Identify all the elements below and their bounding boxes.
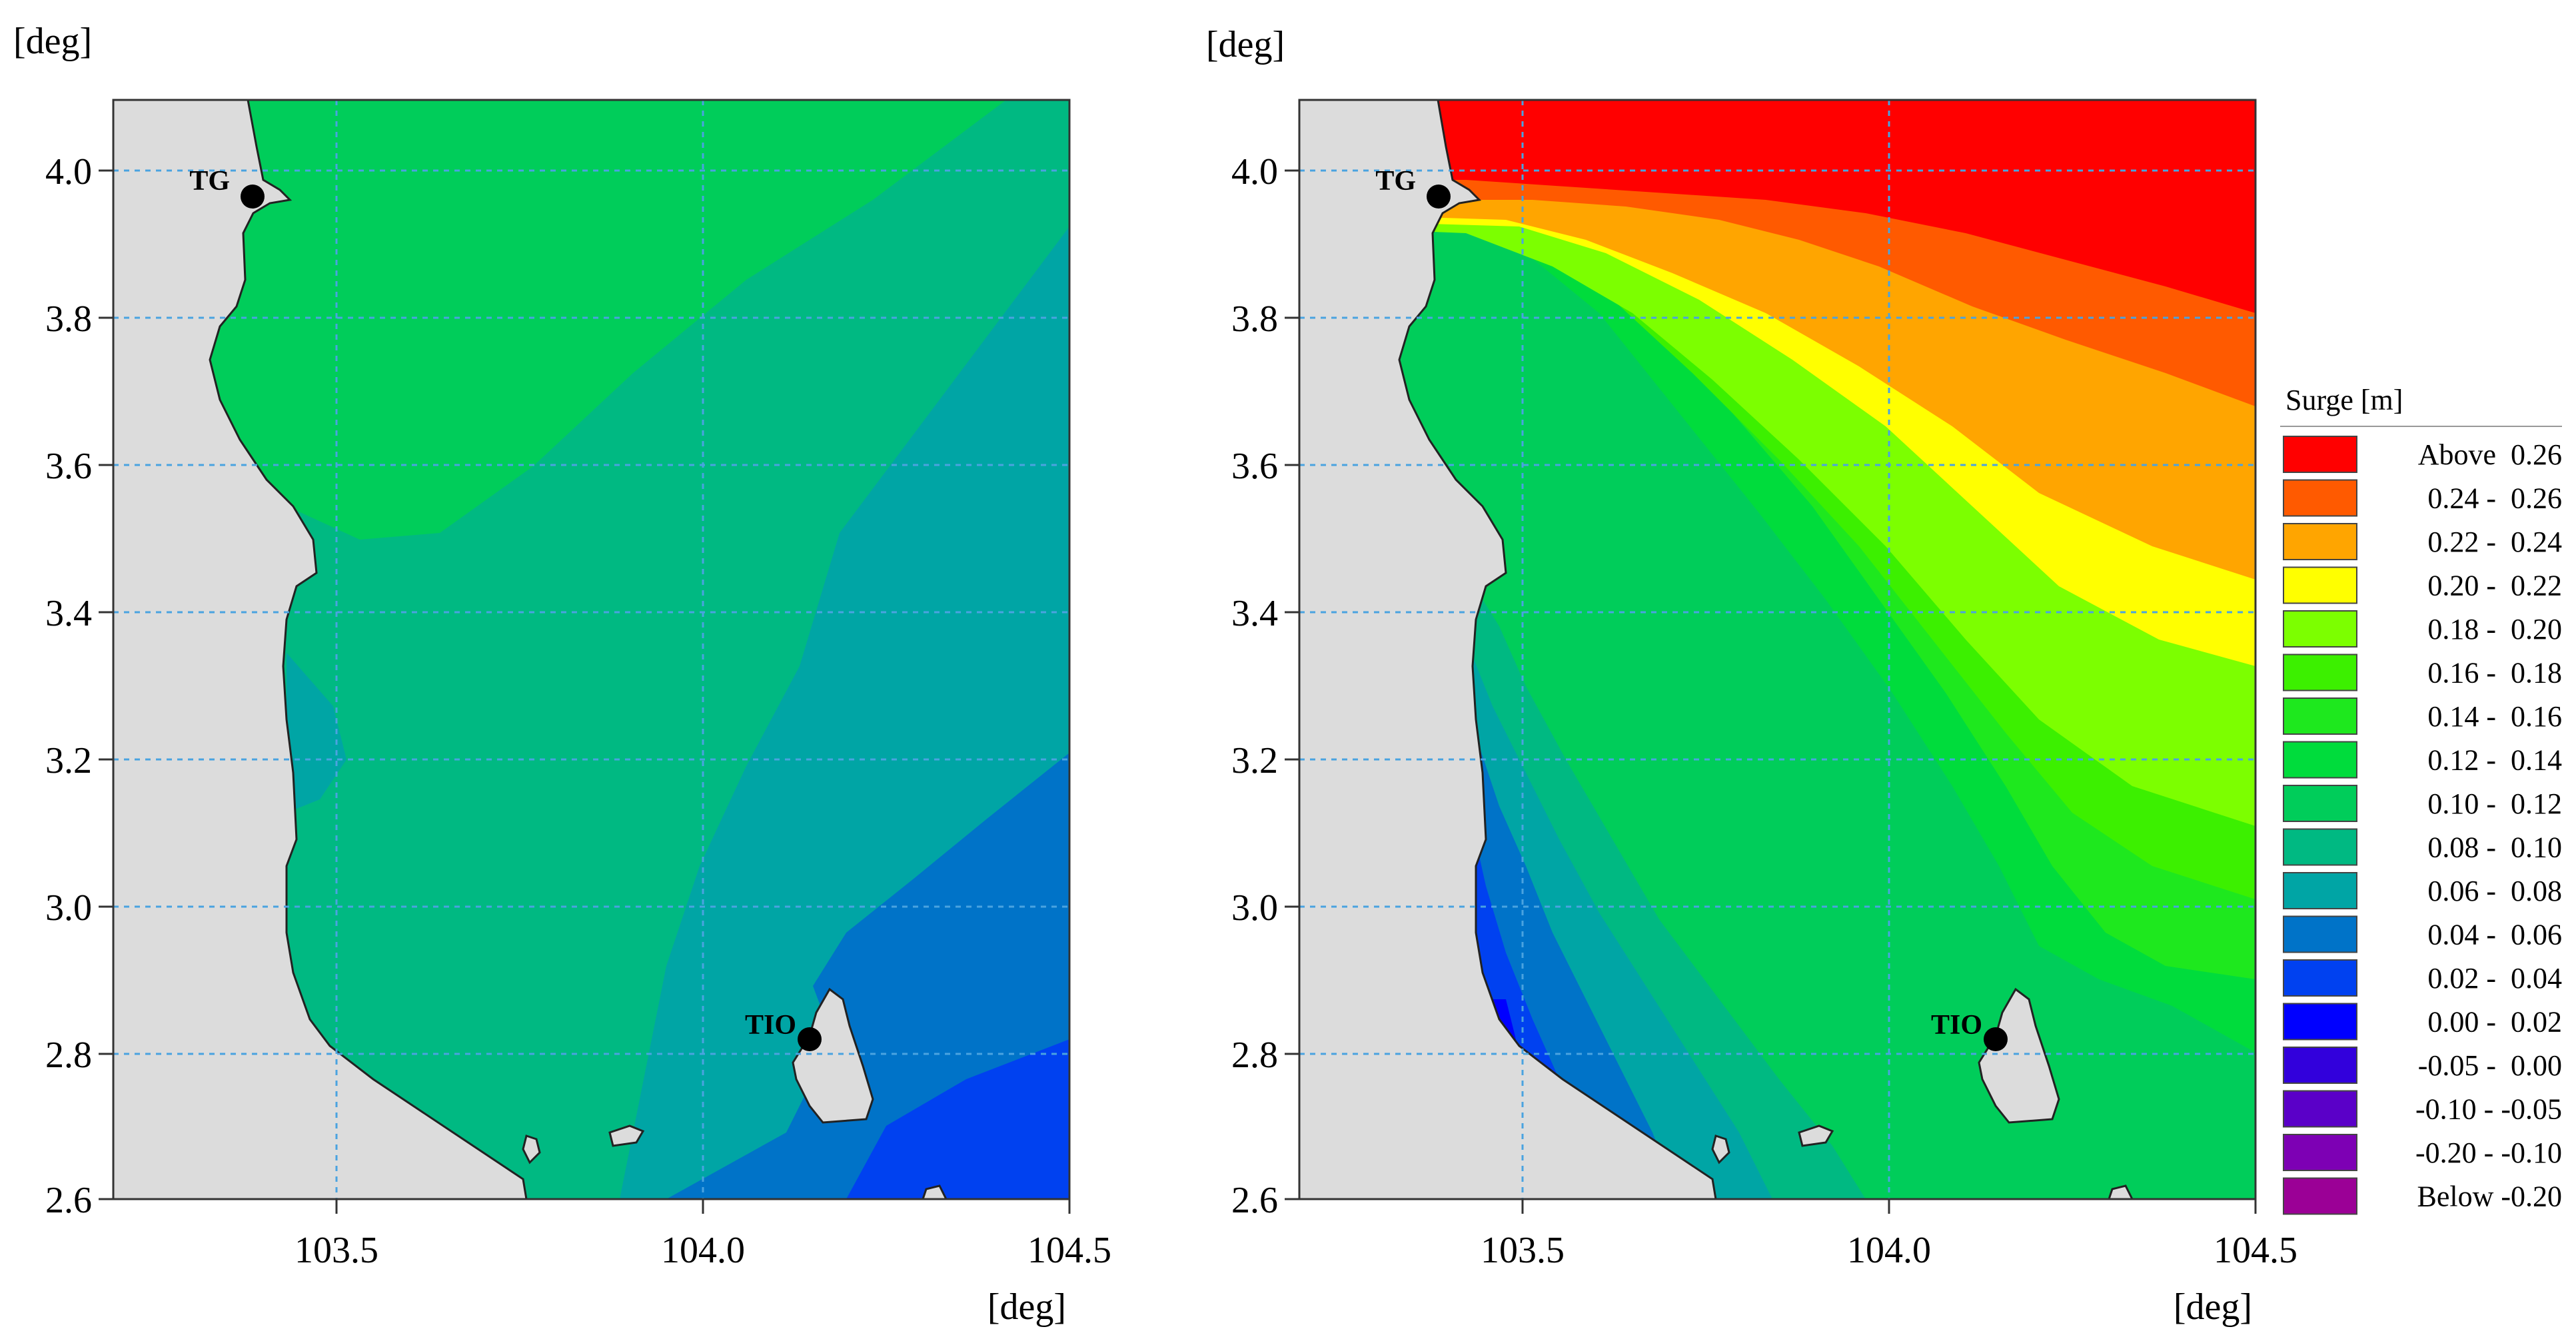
- right-surge-field: [1299, 100, 2255, 1199]
- left-y-tick-label: 4.0: [45, 151, 92, 193]
- legend-label: 0.04 - 0.06: [2427, 919, 2562, 951]
- left-x-tick-labels: 103.5 104.0 104.5: [295, 1230, 1111, 1271]
- left-station-tio: TIO: [745, 1010, 822, 1051]
- legend-label: 0.02 - 0.04: [2427, 962, 2562, 995]
- left-y-tick-label: 2.8: [45, 1035, 92, 1076]
- legend-label: 0.24 - 0.26: [2427, 482, 2562, 515]
- station-label-tio: TIO: [745, 1010, 796, 1041]
- right-x-tick-label: 103.5: [1481, 1230, 1565, 1271]
- legend-label: 0.22 - 0.24: [2427, 526, 2562, 558]
- legend-swatch: [2283, 915, 2357, 953]
- legend-label: -0.10 - -0.05: [2415, 1093, 2562, 1126]
- right-y-tick-labels: 4.0 3.8 3.6 3.4 3.2 3.0 2.8 2.6: [1231, 151, 1278, 1221]
- legend-label: -0.05 - 0.00: [2418, 1049, 2562, 1082]
- legend-label: 0.20 - 0.22: [2427, 570, 2562, 602]
- legend-title: Surge [m]: [2285, 384, 2403, 416]
- right-y-tick-label: 3.8: [1231, 298, 1278, 340]
- left-station-tg: TG: [189, 166, 265, 209]
- legend-swatch: [2283, 436, 2357, 473]
- right-y-tick-label: 3.4: [1231, 593, 1278, 634]
- legend-swatch: [2283, 1134, 2357, 1171]
- right-y-tick-label: 3.2: [1231, 740, 1278, 781]
- station-label-tg: TG: [1375, 166, 1416, 197]
- legend-swatch: [2283, 959, 2357, 997]
- left-axis-ticks: [99, 169, 1071, 1214]
- right-y-tick-label: 4.0: [1231, 151, 1278, 193]
- right-station-tg: TG: [1375, 166, 1451, 209]
- right-axis-ticks: [1285, 169, 2257, 1214]
- left-y-tick-label: 3.0: [45, 887, 92, 929]
- left-x-tick-label: 103.5: [295, 1230, 378, 1271]
- left-mainland-coast: [112, 99, 528, 1200]
- legend-label: -0.20 - -0.10: [2415, 1136, 2562, 1169]
- legend-items: Above 0.26 0.24 - 0.26 0.22 - 0.24 0.20 - 0…: [2283, 436, 2562, 1215]
- right-y-tick-label: 3.6: [1231, 446, 1278, 487]
- right-y-tick-label: 2.8: [1231, 1035, 1278, 1076]
- legend-swatch: [2283, 1047, 2357, 1084]
- left-islet-2: [608, 1124, 645, 1147]
- left-y-tick-label: 3.2: [45, 740, 92, 781]
- legend-swatch: [2283, 828, 2357, 866]
- legend-swatch: [2283, 523, 2357, 560]
- left-islet-1: [522, 1134, 541, 1164]
- legend-label: 0.18 - 0.20: [2427, 613, 2562, 646]
- legend-swatch: [2283, 610, 2357, 648]
- legend-swatch: [2283, 566, 2357, 604]
- station-marker-icon: [798, 1027, 822, 1051]
- left-y-tick-label: 3.4: [45, 593, 92, 634]
- right-y-axis-unit: [deg]: [1206, 24, 1285, 65]
- legend-label: 0.06 - 0.08: [2427, 875, 2562, 907]
- station-marker-icon: [1427, 185, 1451, 209]
- legend-label: 0.10 - 0.12: [2427, 787, 2562, 820]
- left-y-tick-labels: 4.0 3.8 3.6 3.4 3.2 3.0 2.8 2.6: [45, 151, 92, 1221]
- legend-swatch: [2283, 1003, 2357, 1041]
- legend-label: 0.12 - 0.14: [2427, 744, 2562, 777]
- left-y-tick-label: 2.6: [45, 1180, 92, 1221]
- legend-swatch: [2283, 654, 2357, 691]
- legend-label: 0.08 - 0.10: [2427, 831, 2562, 864]
- left-x-axis-unit: [deg]: [987, 1286, 1066, 1328]
- right-y-tick-label: 3.0: [1231, 887, 1278, 929]
- legend-swatch: [2283, 697, 2357, 735]
- left-grid-lines: [113, 100, 1069, 1199]
- right-x-tick-label: 104.5: [2214, 1230, 2297, 1271]
- left-plot-frame: [112, 99, 1071, 1200]
- legend-swatch: [2283, 872, 2357, 909]
- surge-legend: Surge [m] Above 0.26 0.24 - 0.26 0.22 - 0.…: [2280, 384, 2562, 1215]
- left-x-tick-label: 104.0: [661, 1230, 745, 1271]
- station-marker-icon: [1984, 1027, 2008, 1051]
- legend-swatch: [2283, 1090, 2357, 1128]
- legend-label: 0.14 - 0.16: [2427, 700, 2562, 733]
- station-label-tio: TIO: [1931, 1010, 1982, 1041]
- right-islet-1: [1711, 1134, 1730, 1164]
- right-grid-lines: [1299, 100, 2255, 1199]
- legend-label: 0.16 - 0.18: [2427, 657, 2562, 689]
- left-y-tick-label: 3.8: [45, 298, 92, 340]
- legend-swatch: [2283, 1177, 2357, 1215]
- left-x-tick-label: 104.5: [1027, 1230, 1111, 1271]
- right-x-tick-labels: 103.5 104.0 104.5: [1481, 1230, 2297, 1271]
- right-x-axis-unit: [deg]: [2174, 1286, 2252, 1328]
- legend-label: 0.00 - 0.02: [2427, 1006, 2562, 1039]
- left-y-tick-label: 3.6: [45, 446, 92, 487]
- left-surge-field: [113, 100, 1069, 1199]
- legend-label: Below -0.20: [2417, 1180, 2562, 1213]
- legend-swatch: [2283, 479, 2357, 517]
- left-map-panel: [deg]: [13, 21, 1111, 1328]
- right-y-tick-label: 2.6: [1231, 1180, 1278, 1221]
- right-plot-frame: [1298, 99, 2257, 1200]
- left-y-axis-unit: [deg]: [13, 21, 92, 62]
- right-x-tick-label: 104.0: [1847, 1230, 1931, 1271]
- station-label-tg: TG: [189, 166, 230, 197]
- station-marker-icon: [241, 185, 265, 209]
- right-islet-2: [1798, 1124, 1834, 1147]
- right-mainland-coast: [1298, 99, 1717, 1200]
- right-map-panel: [deg]: [1206, 24, 2297, 1328]
- legend-swatch: [2283, 785, 2357, 822]
- right-station-tio: TIO: [1931, 1010, 2008, 1051]
- legend-label: Above 0.26: [2418, 438, 2562, 471]
- legend-swatch: [2283, 741, 2357, 779]
